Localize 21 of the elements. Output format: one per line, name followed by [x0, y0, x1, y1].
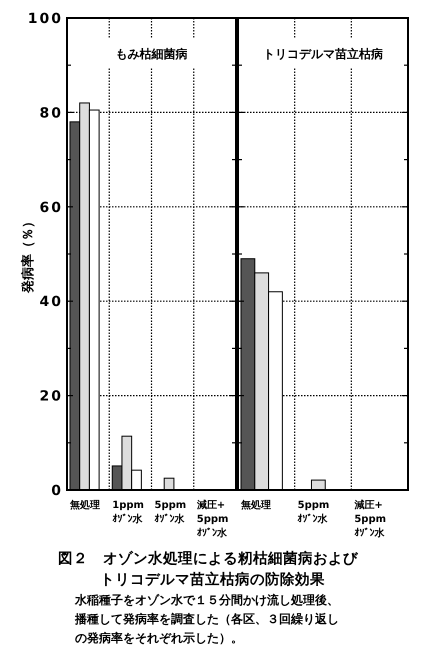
x-tick-label: 5ppm ｵｿﾞﾝ水 [154, 500, 186, 525]
text: トリコデルマ苗立枯病の防除効果 [100, 570, 326, 588]
x-tick-label: 無処理 [240, 499, 271, 511]
text: もみ枯細菌病 [116, 47, 188, 61]
x-tick-label: 5ppm ｵｿﾞﾝ水 [298, 500, 330, 525]
y-tick-label: 20 [40, 388, 63, 405]
text: 播種して発病率を調査した（各区、３回繰り返し [74, 612, 339, 626]
y-tick-label: 60 [40, 200, 63, 216]
y-tick-label: 80 [40, 105, 63, 122]
y-tick-label: 100 [28, 11, 63, 27]
x-tick-label: 減圧+ 5ppm ｵｿﾞﾝ水 [196, 499, 228, 539]
caption: 図２ オゾン水処理による籾枯細菌病および [58, 550, 359, 567]
text: 水稲種子をオゾン水で１５分間かけ流し処理後、 [74, 593, 339, 607]
y-tick-label: 0 [51, 483, 63, 499]
text: トリコデルマ苗立枯病 [263, 47, 383, 61]
x-tick-label: 1ppm ｵｿﾞﾝ水 [112, 500, 144, 525]
y-axis-title: 発病率（％） [20, 215, 36, 294]
x-tick-label: 無処理 [69, 499, 100, 511]
x-tick-label: 減圧+ 5ppm ｵｿﾞﾝ水 [353, 499, 386, 539]
y-tick-label: 40 [40, 294, 63, 310]
text: の発病率をそれぞれ示した）。 [75, 631, 243, 645]
